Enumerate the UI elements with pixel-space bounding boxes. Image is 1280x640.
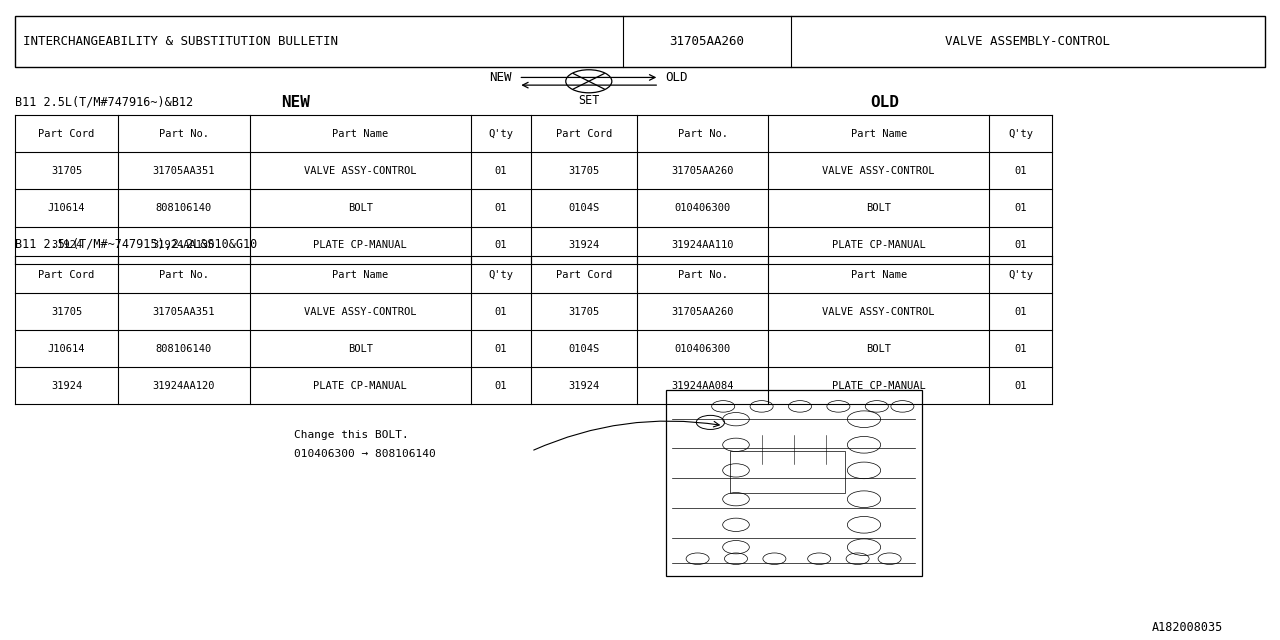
Text: Part Cord: Part Cord	[38, 129, 95, 139]
Text: J10614: J10614	[47, 344, 86, 354]
Text: 01: 01	[1015, 381, 1027, 391]
Text: 01: 01	[1015, 166, 1027, 176]
Text: 808106140: 808106140	[156, 344, 211, 354]
Text: 808106140: 808106140	[156, 203, 211, 213]
Text: 01: 01	[1015, 203, 1027, 213]
Text: 01: 01	[1015, 344, 1027, 354]
Text: 31705AA351: 31705AA351	[152, 307, 215, 317]
Text: 01: 01	[495, 166, 507, 176]
Text: Q'ty: Q'ty	[1009, 269, 1033, 280]
Text: B11 2.5L(T/M#~747915),2.2L&S10&G10: B11 2.5L(T/M#~747915),2.2L&S10&G10	[15, 238, 257, 251]
Text: 010406300 → 808106140: 010406300 → 808106140	[294, 449, 436, 460]
Text: Q'ty: Q'ty	[489, 269, 513, 280]
Text: BOLT: BOLT	[348, 344, 372, 354]
Text: INTERCHANGEABILITY & SUBSTITUTION BULLETIN: INTERCHANGEABILITY & SUBSTITUTION BULLET…	[23, 35, 338, 48]
Text: PLATE CP-MANUAL: PLATE CP-MANUAL	[832, 381, 925, 391]
Text: 01: 01	[495, 344, 507, 354]
Text: Part No.: Part No.	[677, 129, 728, 139]
Text: OLD: OLD	[666, 71, 689, 84]
Bar	[15, 16, 1265, 67]
Text: 31705: 31705	[51, 166, 82, 176]
Bar	[666, 390, 922, 576]
Text: 01: 01	[495, 240, 507, 250]
Text: 31705AA260: 31705AA260	[672, 307, 733, 317]
Text: 31924AA110: 31924AA110	[672, 240, 733, 250]
Text: 31924AA084: 31924AA084	[672, 381, 733, 391]
Text: 31705: 31705	[568, 166, 600, 176]
Text: NEW: NEW	[282, 95, 311, 110]
Text: 31705AA260: 31705AA260	[672, 166, 733, 176]
Text: Part Name: Part Name	[333, 129, 388, 139]
Text: Change this BOLT.: Change this BOLT.	[294, 430, 410, 440]
Text: 31705AA351: 31705AA351	[152, 166, 215, 176]
Text: Part No.: Part No.	[677, 269, 728, 280]
Text: Part Cord: Part Cord	[557, 129, 612, 139]
Text: Part Cord: Part Cord	[38, 269, 95, 280]
Text: PLATE CP-MANUAL: PLATE CP-MANUAL	[314, 240, 407, 250]
Text: VALVE ASSY-CONTROL: VALVE ASSY-CONTROL	[305, 166, 416, 176]
Text: 01: 01	[1015, 240, 1027, 250]
Text: BOLT: BOLT	[867, 344, 891, 354]
Text: 31924AA120: 31924AA120	[152, 381, 215, 391]
Text: Part No.: Part No.	[159, 269, 209, 280]
Text: 31705AA260: 31705AA260	[669, 35, 745, 48]
Text: 31924: 31924	[51, 240, 82, 250]
Text: VALVE ASSEMBLY-CONTROL: VALVE ASSEMBLY-CONTROL	[946, 35, 1110, 48]
Text: 0104S: 0104S	[568, 344, 600, 354]
Text: Q'ty: Q'ty	[489, 129, 513, 139]
Text: 31924: 31924	[568, 381, 600, 391]
Text: Q'ty: Q'ty	[1009, 129, 1033, 139]
Text: 01: 01	[495, 307, 507, 317]
Bar	[730, 451, 845, 493]
Text: A182008035: A182008035	[1152, 621, 1224, 634]
Text: Part No.: Part No.	[159, 129, 209, 139]
Text: BOLT: BOLT	[867, 203, 891, 213]
Text: 31924AA130: 31924AA130	[152, 240, 215, 250]
Text: Part Cord: Part Cord	[557, 269, 612, 280]
Text: Part Name: Part Name	[851, 129, 906, 139]
Text: 010406300: 010406300	[675, 203, 731, 213]
Text: 31924: 31924	[568, 240, 600, 250]
Text: PLATE CP-MANUAL: PLATE CP-MANUAL	[314, 381, 407, 391]
Text: VALVE ASSY-CONTROL: VALVE ASSY-CONTROL	[823, 307, 934, 317]
Text: 31924: 31924	[51, 381, 82, 391]
Text: 010406300: 010406300	[675, 344, 731, 354]
Text: 01: 01	[495, 203, 507, 213]
Text: VALVE ASSY-CONTROL: VALVE ASSY-CONTROL	[305, 307, 416, 317]
Text: 31705: 31705	[51, 307, 82, 317]
Text: 01: 01	[1015, 307, 1027, 317]
Text: PLATE CP-MANUAL: PLATE CP-MANUAL	[832, 240, 925, 250]
Text: 0104S: 0104S	[568, 203, 600, 213]
Text: SET: SET	[579, 94, 600, 107]
Text: VALVE ASSY-CONTROL: VALVE ASSY-CONTROL	[823, 166, 934, 176]
Text: BOLT: BOLT	[348, 203, 372, 213]
Text: J10614: J10614	[47, 203, 86, 213]
Text: Part Name: Part Name	[851, 269, 906, 280]
Text: B11 2.5L(T/M#747916~)&B12: B11 2.5L(T/M#747916~)&B12	[15, 96, 193, 109]
Text: Part Name: Part Name	[333, 269, 388, 280]
Text: 01: 01	[495, 381, 507, 391]
Text: NEW: NEW	[489, 71, 512, 84]
Text: 31705: 31705	[568, 307, 600, 317]
Text: OLD: OLD	[870, 95, 900, 110]
